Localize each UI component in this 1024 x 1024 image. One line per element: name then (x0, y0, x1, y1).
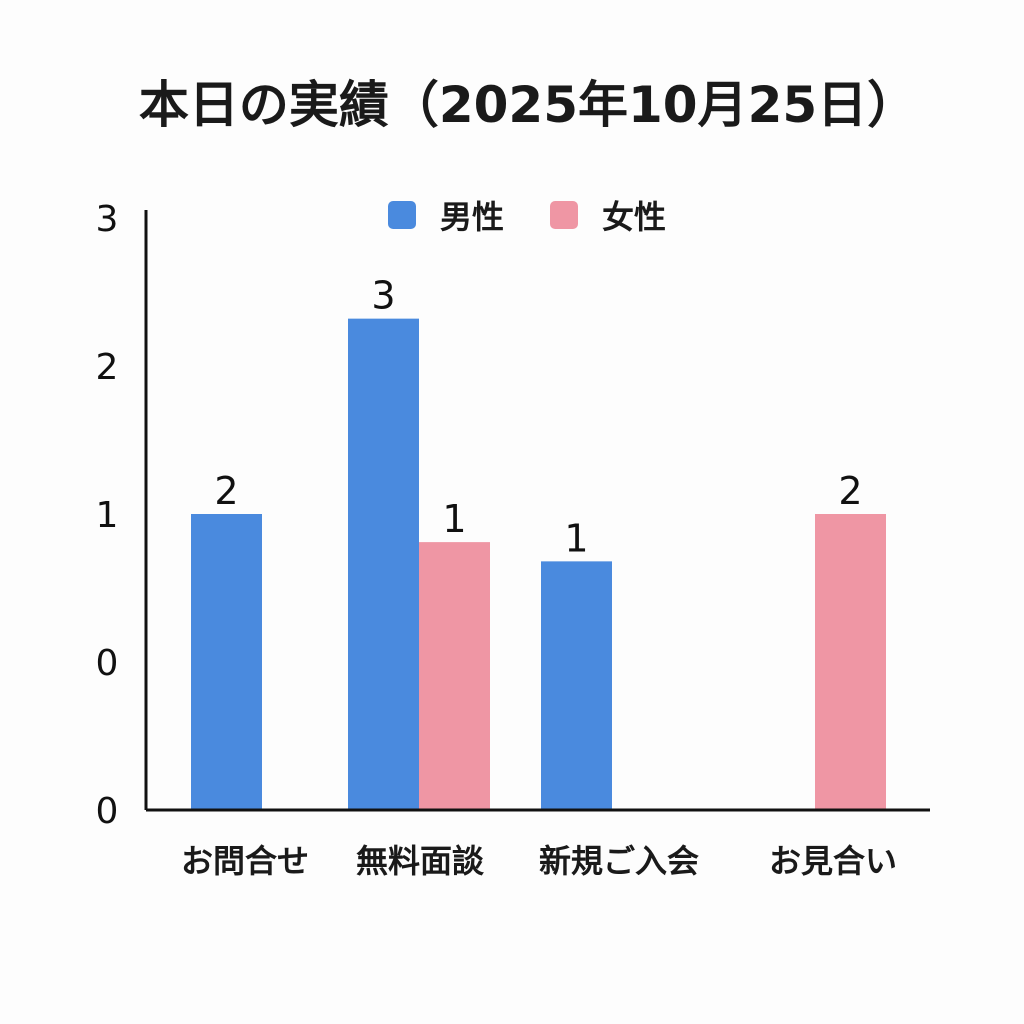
y-tick-label-4: 3 (96, 199, 119, 240)
x-tick-labels: お問合せ 無料面談 新規ご入会 お見合い (181, 842, 897, 880)
x-tick-label-2: 新規ご入会 (539, 842, 699, 880)
chart-title: 本日の実績（2025年10月25日） (139, 76, 917, 134)
legend-label-0: 男性 (440, 198, 504, 236)
data-label-3-1: 2 (838, 469, 862, 513)
bar-2-0 (541, 561, 612, 810)
bar-1-1 (419, 542, 490, 810)
data-labels: 2 3 1 1 2 (214, 274, 862, 561)
bars (191, 318, 886, 810)
y-tick-label-0: 0 (96, 791, 119, 832)
x-tick-label-1: 無料面談 (356, 842, 485, 880)
y-tick-label-2: 1 (96, 495, 119, 536)
bar-1-0 (348, 318, 419, 810)
axes (144, 210, 930, 812)
bar-0-0 (191, 514, 262, 810)
data-label-1-1: 1 (442, 497, 466, 541)
legend: 男性 女性 (388, 198, 666, 236)
data-label-2-0: 1 (564, 516, 588, 560)
legend-swatch-1 (550, 201, 578, 229)
data-label-1-0: 3 (371, 274, 395, 318)
legend-swatch-0 (388, 201, 416, 229)
x-tick-label-0: お問合せ (181, 842, 309, 880)
data-label-0-0: 2 (214, 469, 238, 513)
bar-3-1 (815, 514, 886, 810)
y-tick-label-1: 0 (96, 643, 119, 684)
x-tick-label-3: お見合い (769, 842, 897, 880)
legend-label-1: 女性 (602, 198, 666, 236)
y-tick-labels: 0 0 1 2 3 (96, 199, 119, 832)
y-tick-label-3: 2 (96, 347, 119, 388)
